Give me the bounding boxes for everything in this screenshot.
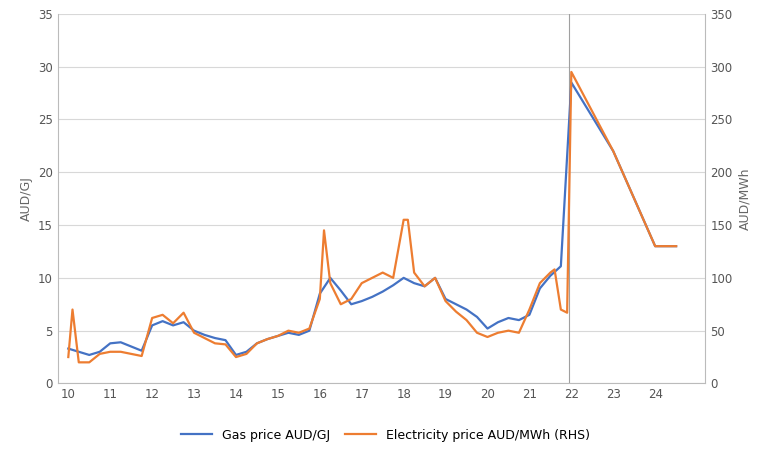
Electricity price AUD/MWh (RHS) bbox=[64, 354, 73, 360]
Line: Gas price AUD/GJ: Gas price AUD/GJ bbox=[69, 83, 676, 355]
Electricity price AUD/MWh (RHS) bbox=[672, 243, 681, 249]
Gas price AUD/GJ bbox=[420, 284, 429, 289]
Y-axis label: AUD/GJ: AUD/GJ bbox=[19, 176, 32, 221]
Electricity price AUD/MWh (RHS) bbox=[74, 359, 83, 365]
Electricity price AUD/MWh (RHS) bbox=[441, 298, 450, 304]
Gas price AUD/GJ bbox=[64, 346, 73, 352]
Y-axis label: AUD/MWh: AUD/MWh bbox=[738, 167, 751, 230]
Line: Electricity price AUD/MWh (RHS): Electricity price AUD/MWh (RHS) bbox=[69, 72, 676, 362]
Electricity price AUD/MWh (RHS) bbox=[567, 69, 576, 75]
Electricity price AUD/MWh (RHS) bbox=[315, 296, 325, 302]
Gas price AUD/GJ bbox=[325, 275, 335, 280]
Gas price AUD/GJ bbox=[357, 298, 366, 304]
Gas price AUD/GJ bbox=[263, 336, 272, 342]
Electricity price AUD/MWh (RHS) bbox=[221, 341, 230, 347]
Gas price AUD/GJ bbox=[85, 352, 94, 358]
Gas price AUD/GJ bbox=[567, 80, 576, 85]
Gas price AUD/GJ bbox=[399, 275, 409, 280]
Electricity price AUD/MWh (RHS) bbox=[452, 309, 461, 315]
Electricity price AUD/MWh (RHS) bbox=[85, 359, 94, 365]
Electricity price AUD/MWh (RHS) bbox=[95, 351, 104, 357]
Gas price AUD/GJ bbox=[672, 243, 681, 249]
Gas price AUD/GJ bbox=[116, 340, 126, 345]
Legend: Gas price AUD/GJ, Electricity price AUD/MWh (RHS): Gas price AUD/GJ, Electricity price AUD/… bbox=[176, 424, 595, 446]
